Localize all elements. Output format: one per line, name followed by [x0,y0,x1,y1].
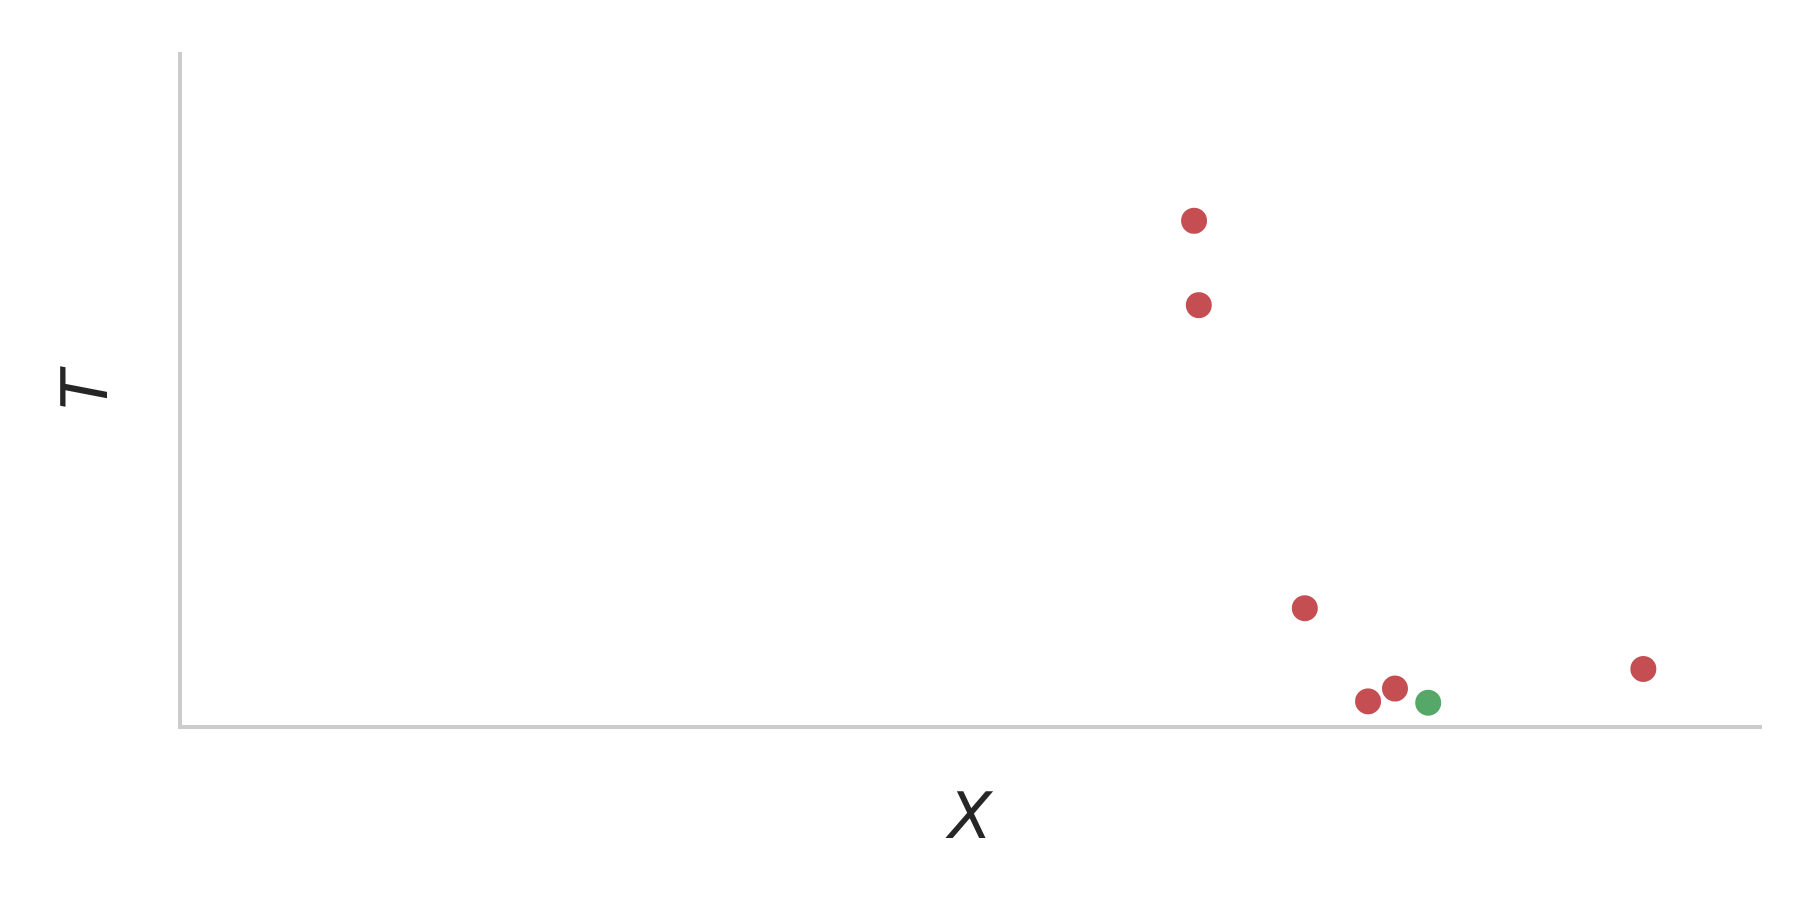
scatter-point [1183,290,1214,321]
scatter-point [1379,673,1410,704]
scatter-point [1353,686,1384,717]
scatter-point [1628,653,1659,684]
y-axis-label: T [49,366,123,410]
scatter-point [1413,687,1444,718]
scatter-point [1289,593,1320,624]
data-points [1179,205,1659,718]
x-axis-label: X [945,780,993,854]
scatter-point [1179,205,1210,236]
